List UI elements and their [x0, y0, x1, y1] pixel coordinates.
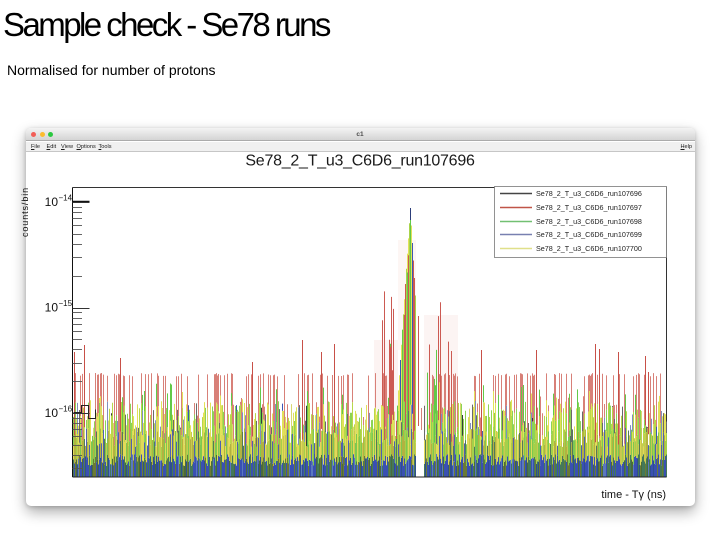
svg-text:Se78_2_T_u3_C6D6_run107696: Se78_2_T_u3_C6D6_run107696 — [245, 153, 475, 170]
svg-text:Se78_2_T_u3_C6D6_run107699: Se78_2_T_u3_C6D6_run107699 — [536, 230, 642, 239]
svg-text:counts/bin: counts/bin — [20, 187, 30, 237]
svg-text:10: 10 — [45, 195, 59, 209]
svg-text:10: 10 — [45, 406, 59, 420]
svg-text:−14: −14 — [59, 194, 73, 203]
svg-text:Se78_2_T_u3_C6D6_run107697: Se78_2_T_u3_C6D6_run107697 — [536, 203, 642, 212]
svg-text:Se78_2_T_u3_C6D6_run107696: Se78_2_T_u3_C6D6_run107696 — [536, 189, 642, 198]
svg-text:Se78_2_T_u3_C6D6_run107698: Se78_2_T_u3_C6D6_run107698 — [536, 217, 642, 226]
svg-text:−15: −15 — [59, 299, 73, 308]
svg-text:−16: −16 — [59, 405, 73, 414]
svg-text:10: 10 — [45, 301, 59, 315]
svg-text:Se78_2_T_u3_C6D6_run107700: Se78_2_T_u3_C6D6_run107700 — [536, 244, 642, 253]
svg-text:time - Tγ (ns): time - Tγ (ns) — [601, 489, 666, 501]
